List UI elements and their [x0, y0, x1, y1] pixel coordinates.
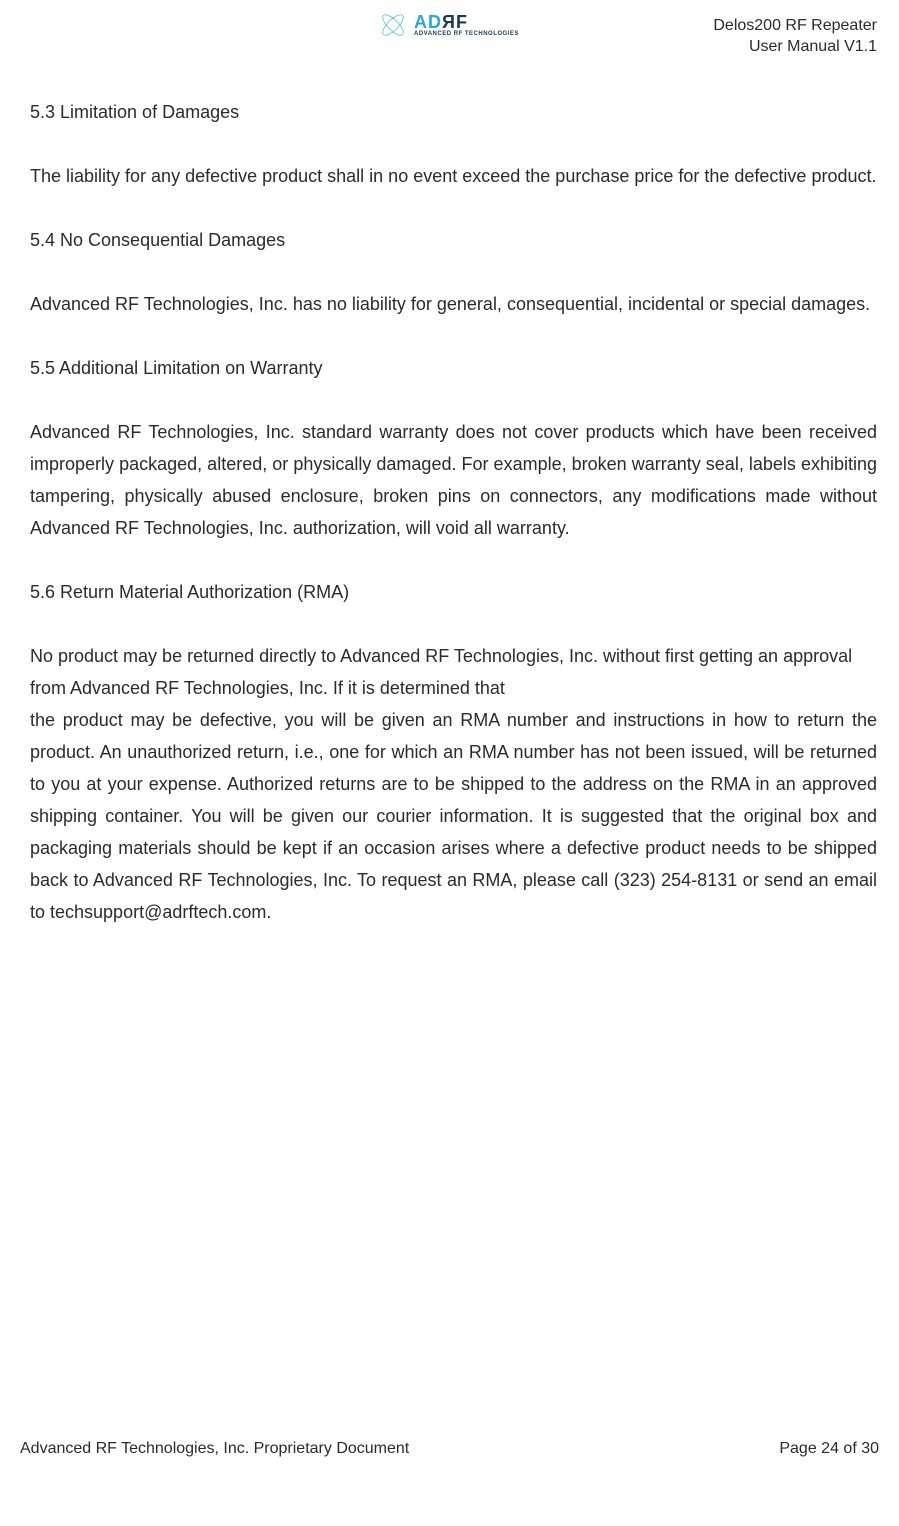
section-body-5-3: The liability for any defective product … [30, 160, 877, 192]
logo-text: ADЯF ADVANCED RF TECHNOLOGIES [414, 13, 519, 37]
section-body-5-5: Advanced RF Technologies, Inc. standard … [30, 416, 877, 544]
page-footer: Advanced RF Technologies, Inc. Proprieta… [20, 1440, 879, 1458]
logo-tagline: ADVANCED RF TECHNOLOGIES [414, 31, 519, 37]
section-body-5-4: Advanced RF Technologies, Inc. has no li… [30, 288, 877, 320]
section-heading-5-6: 5.6 Return Material Authorization (RMA) [30, 576, 877, 608]
document-page: ADЯF ADVANCED RF TECHNOLOGIES Delos200 R… [0, 0, 899, 1526]
document-body: 5.3 Limitation of Damages The liability … [28, 58, 879, 929]
document-meta: Delos200 RF Repeater User Manual V1.1 [713, 16, 877, 58]
section-body-5-6-a: No product may be returned directly to A… [30, 640, 877, 704]
manual-version: User Manual V1.1 [713, 37, 877, 58]
section-heading-5-5: 5.5 Additional Limitation on Warranty [30, 352, 877, 384]
section-heading-5-4: 5.4 No Consequential Damages [30, 224, 877, 256]
logo-suffix: ЯF [442, 12, 468, 32]
logo-icon [378, 10, 408, 40]
product-title: Delos200 RF Repeater [713, 16, 877, 37]
company-logo: ADЯF ADVANCED RF TECHNOLOGIES [378, 10, 519, 40]
footer-proprietary-text: Advanced RF Technologies, Inc. Proprieta… [20, 1440, 409, 1458]
logo-prefix: AD [414, 12, 442, 32]
logo-wordmark: ADЯF [414, 13, 519, 31]
section-body-5-6-b: the product may be defective, you will b… [30, 704, 877, 928]
page-number: Page 24 of 30 [779, 1440, 879, 1458]
page-header: ADЯF ADVANCED RF TECHNOLOGIES Delos200 R… [28, 10, 879, 58]
section-heading-5-3: 5.3 Limitation of Damages [30, 96, 877, 128]
